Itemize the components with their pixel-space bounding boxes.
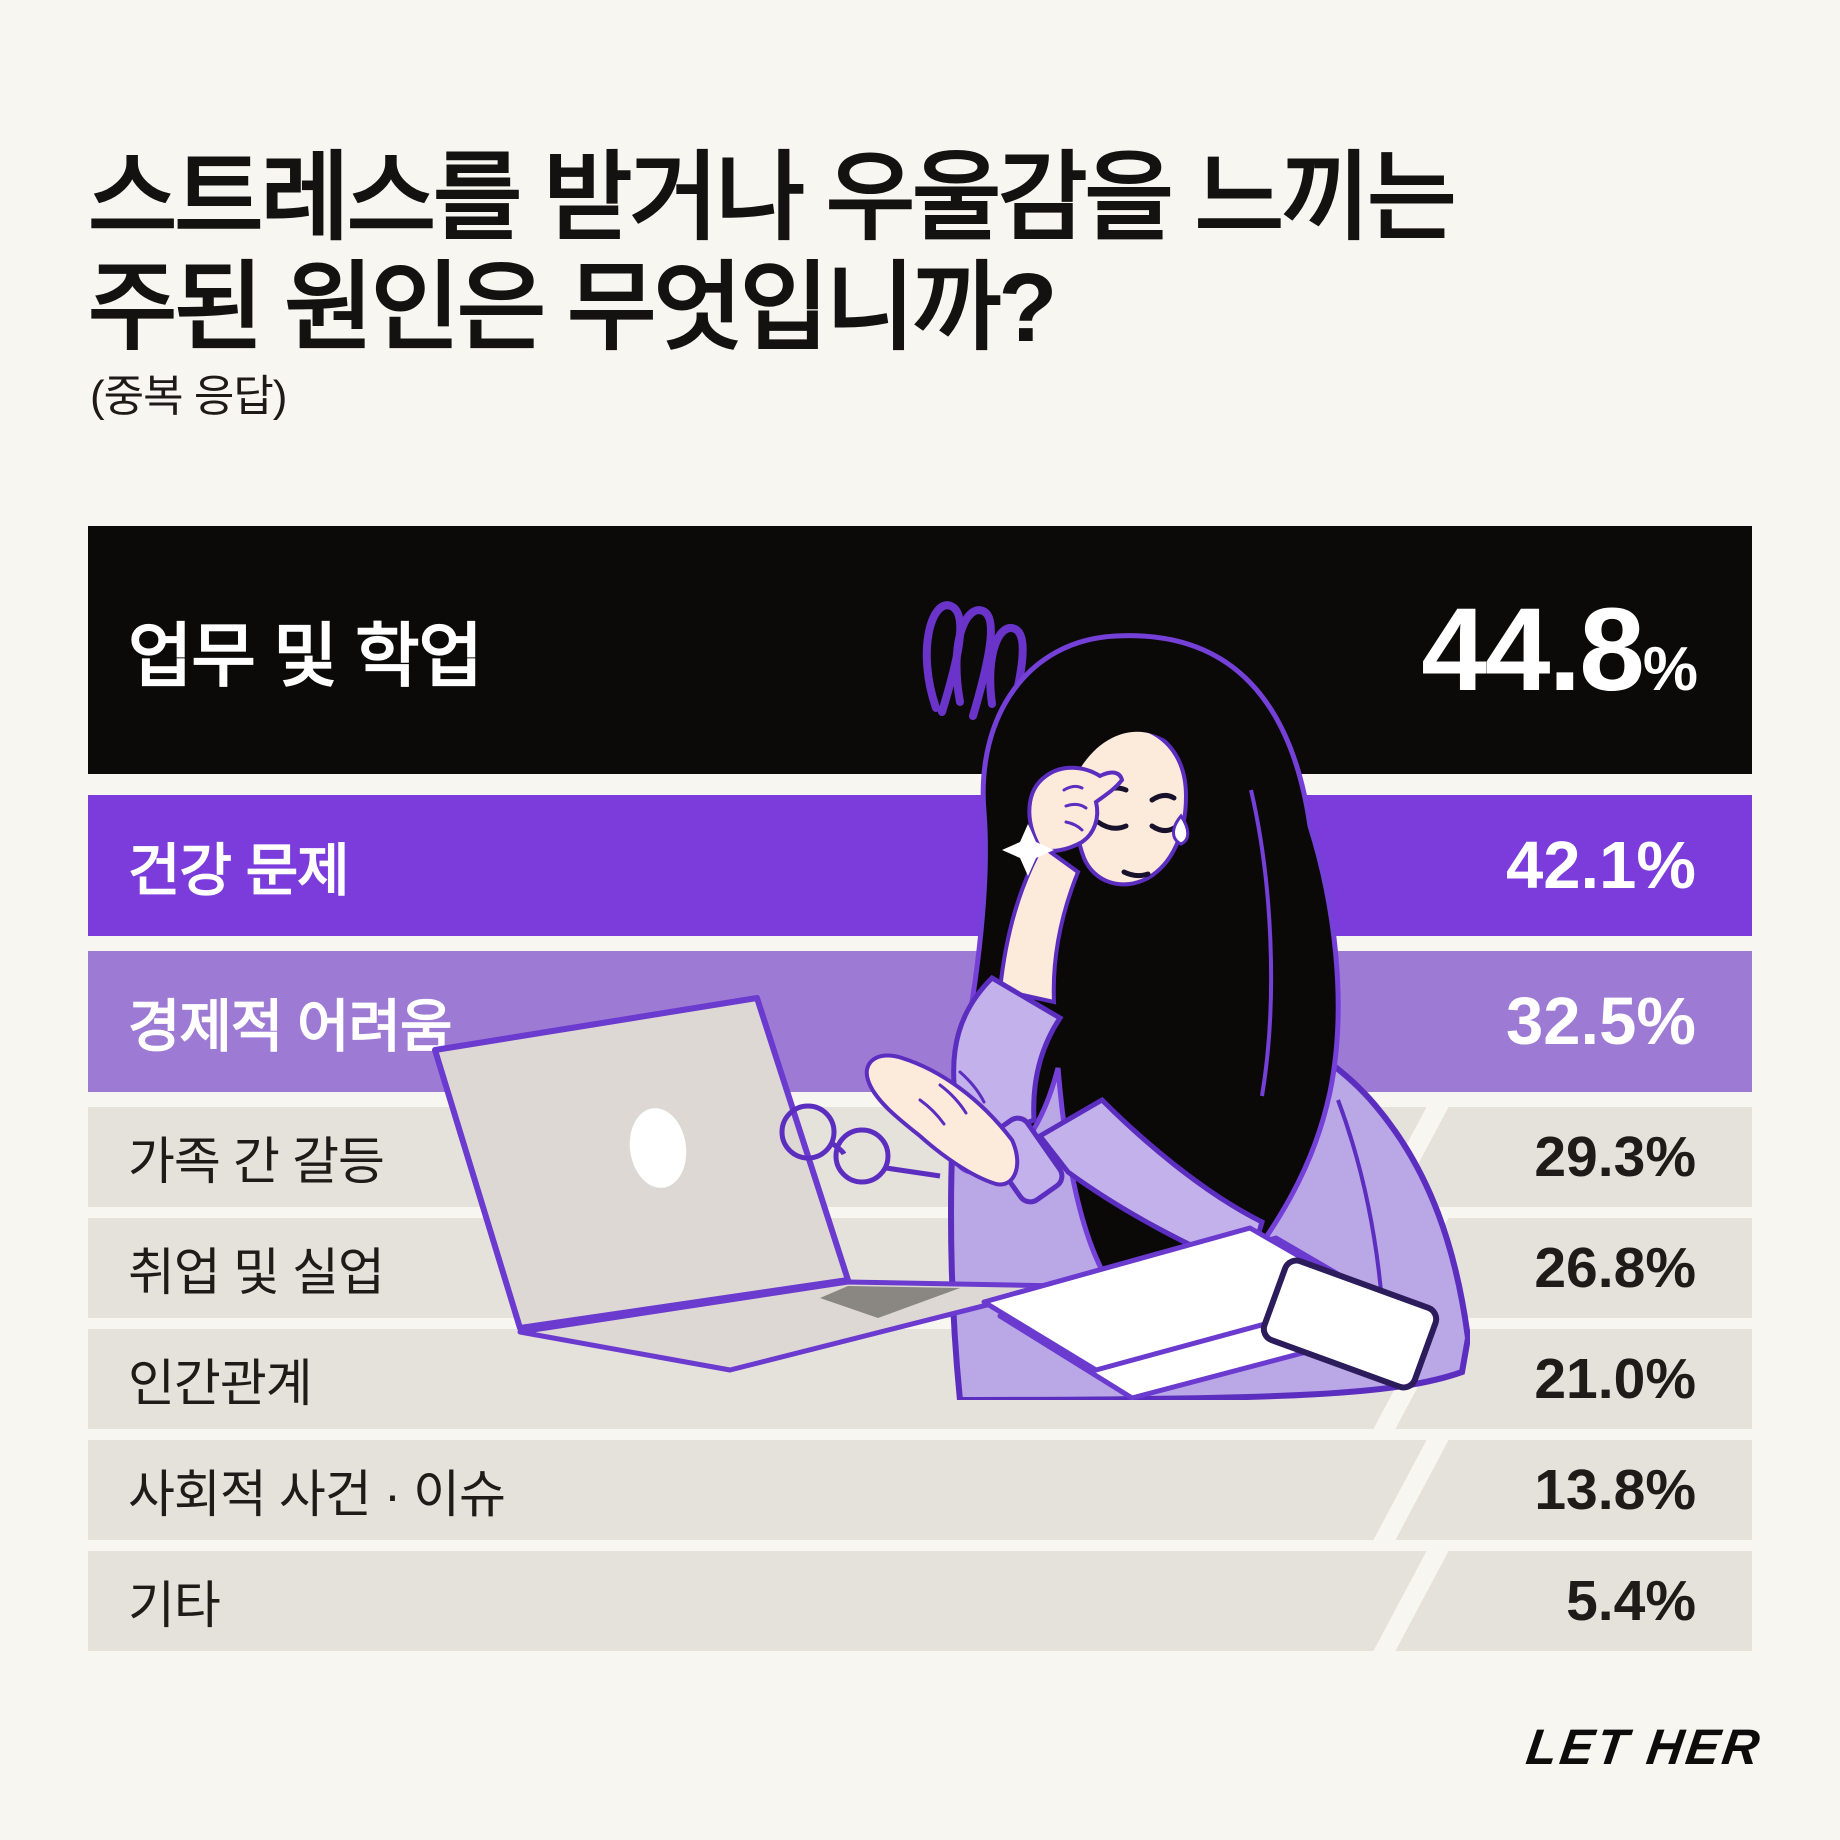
- bar-row-social-issues: 사회적 사건 · 이슈 13.8%: [88, 1440, 1752, 1540]
- stress-cause-bar-chart: 업무 및 학업 44.8% 건강 문제 42.1% 경제적 어려움 32.5% …: [88, 526, 1752, 1651]
- bar-row-economic: 경제적 어려움 32.5%: [88, 951, 1752, 1092]
- bar-value-number: 5.4: [1566, 1569, 1646, 1633]
- bar-value-number: 32.5: [1506, 984, 1637, 1059]
- bar-value-number: 44.8: [1421, 584, 1645, 716]
- bar-value-unit: %: [1645, 1125, 1696, 1189]
- bar-label: 가족 간 갈등: [128, 1133, 385, 1190]
- bar-row-health: 건강 문제 42.1%: [88, 795, 1752, 936]
- bar-value-unit: %: [1645, 1458, 1696, 1522]
- bar-value: 32.5%: [1506, 983, 1752, 1060]
- bar-value-unit: %: [1636, 828, 1696, 903]
- bar-value-unit: %: [1645, 1569, 1696, 1633]
- bar-value: 21.0%: [1534, 1346, 1752, 1412]
- bar-label: 기타: [128, 1577, 221, 1634]
- bar-row-relationships: 인간관계 21.0%: [88, 1329, 1752, 1429]
- subtitle-multiple-response: (중복 응답): [90, 372, 287, 421]
- bar-value: 26.8%: [1534, 1235, 1752, 1301]
- title-line-1: 스트레스를 받거나 우울감을 느끼는: [88, 142, 1456, 252]
- bar-label: 취업 및 실업: [128, 1244, 385, 1301]
- bar-value: 44.8%: [1421, 582, 1752, 718]
- bar-row-employment: 취업 및 실업 26.8%: [88, 1218, 1752, 1318]
- bar-value-number: 42.1: [1506, 828, 1637, 903]
- bar-label: 업무 및 학업: [128, 616, 483, 695]
- bar-value: 13.8%: [1534, 1457, 1752, 1523]
- bar-row-etc: 기타 5.4%: [88, 1551, 1752, 1651]
- bar-value-unit: %: [1636, 984, 1696, 1059]
- bar-label: 사회적 사건 · 이슈: [128, 1466, 506, 1523]
- bar-value-unit: %: [1645, 1236, 1696, 1300]
- bar-value-number: 29.3: [1534, 1125, 1646, 1189]
- bar-value-number: 13.8: [1534, 1458, 1646, 1522]
- bar-row-family-conflict: 가족 간 갈등 29.3%: [88, 1107, 1752, 1207]
- bar-value: 29.3%: [1534, 1124, 1752, 1190]
- page-title: 스트레스를 받거나 우울감을 느끼는 주된 원인은 무엇입니까?: [88, 143, 1588, 362]
- bar-value: 5.4%: [1566, 1568, 1752, 1634]
- bar-value-unit: %: [1642, 635, 1698, 704]
- bar-value: 42.1%: [1506, 827, 1752, 904]
- bar-row-work-study: 업무 및 학업 44.8%: [88, 526, 1752, 774]
- brand-logo: LET HER: [1523, 1719, 1766, 1775]
- bar-value-unit: %: [1645, 1347, 1696, 1411]
- bar-label: 인간관계: [128, 1355, 313, 1412]
- bar-value-number: 21.0: [1534, 1347, 1646, 1411]
- bar-label: 건강 문제: [128, 838, 350, 903]
- title-line-2: 주된 원인은 무엇입니까?: [88, 252, 1058, 362]
- bar-label: 경제적 어려움: [128, 994, 452, 1059]
- bar-value-number: 26.8: [1534, 1236, 1646, 1300]
